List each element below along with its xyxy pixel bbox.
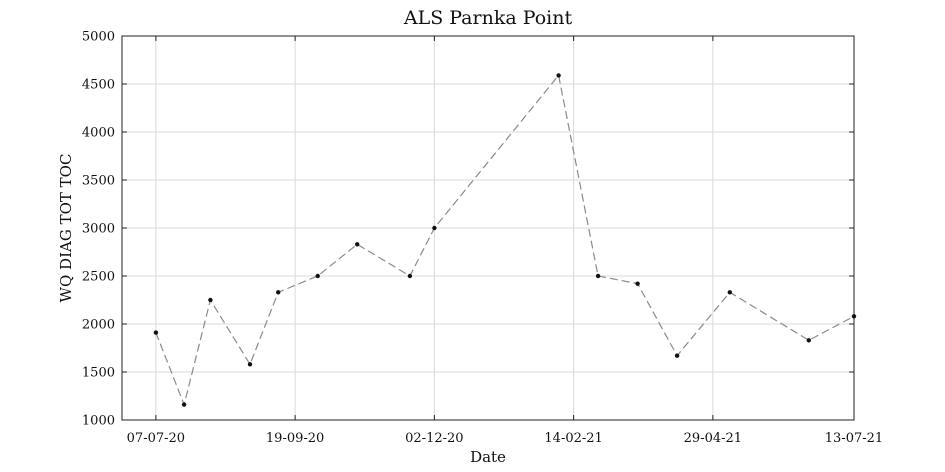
y-tick-label: 2500 <box>82 270 115 285</box>
x-tick-label: 02-12-20 <box>405 431 463 446</box>
y-tick-label: 5000 <box>82 30 115 45</box>
y-axis-label: WQ DIAG TOT TOC <box>57 154 75 303</box>
data-point <box>727 290 732 295</box>
x-tick-label: 19-09-20 <box>266 431 324 446</box>
grid-layer <box>122 35 855 421</box>
ticks-layer: 1000 1500 2000 2500 3000 3500 4000 4500 5000 07-0… <box>82 30 883 447</box>
y-tick-label: 1000 <box>82 414 115 429</box>
y-tick-label: 4000 <box>82 126 115 141</box>
data-point <box>276 290 281 295</box>
chart-title: ALS Parnka Point <box>403 7 573 29</box>
y-tick-label: 1500 <box>82 366 115 381</box>
data-point <box>315 273 320 279</box>
data-point <box>153 330 159 335</box>
series-line <box>155 74 855 407</box>
data-point <box>851 314 857 319</box>
x-tick-label: 14-02-21 <box>544 431 602 446</box>
series-layer <box>153 73 857 407</box>
x-axis-label: Date <box>470 448 506 466</box>
x-tick-label: 29-04-21 <box>684 431 742 446</box>
x-tick-label: 07-07-20 <box>127 431 185 446</box>
data-point <box>806 338 811 343</box>
data-point <box>595 273 601 279</box>
y-tick-label: 2000 <box>82 318 115 333</box>
data-point <box>635 281 640 286</box>
data-point <box>208 297 213 303</box>
data-point <box>556 73 561 78</box>
data-point <box>407 273 413 279</box>
data-point <box>355 242 360 247</box>
data-point <box>674 353 680 358</box>
y-tick-label: 4500 <box>82 78 115 93</box>
y-tick-label: 3000 <box>82 222 115 237</box>
y-tick-label: 3500 <box>82 174 115 189</box>
data-point <box>432 225 437 231</box>
x-tick-label: 13-07-21 <box>825 431 883 446</box>
data-point <box>181 402 187 407</box>
data-point <box>247 362 253 367</box>
